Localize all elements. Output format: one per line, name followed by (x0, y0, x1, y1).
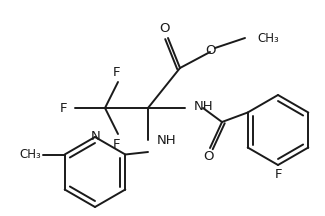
Text: F: F (59, 102, 67, 114)
Text: F: F (274, 167, 282, 181)
Text: O: O (206, 44, 216, 57)
Text: N: N (91, 130, 101, 143)
Text: F: F (113, 67, 121, 79)
Text: O: O (204, 151, 214, 164)
Text: F: F (112, 138, 120, 151)
Text: NH: NH (194, 100, 214, 113)
Text: CH₃: CH₃ (19, 148, 41, 161)
Text: NH: NH (157, 135, 176, 148)
Text: O: O (159, 22, 169, 35)
Text: CH₃: CH₃ (257, 32, 279, 46)
